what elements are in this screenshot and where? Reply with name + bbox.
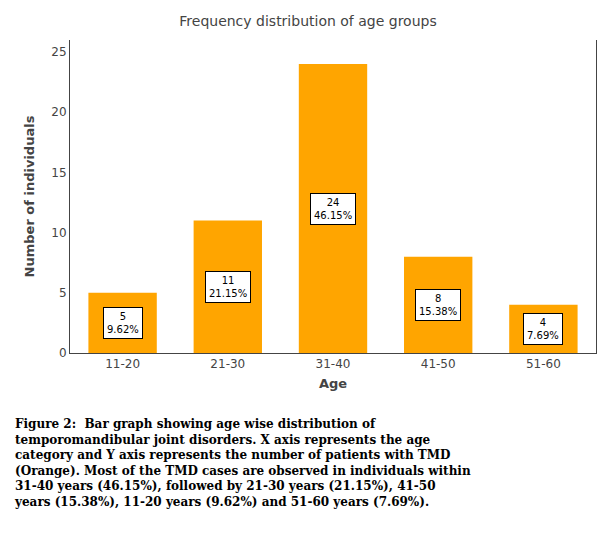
svg-text:1121.15%: 1121.15% — [209, 275, 247, 299]
svg-text:25: 25 — [51, 45, 66, 59]
svg-text:59.62%: 59.62% — [107, 311, 139, 335]
svg-text:31-40: 31-40 — [316, 357, 351, 371]
svg-text:47.69%: 47.69% — [527, 317, 559, 341]
svg-text:Number of individuals: Number of individuals — [22, 115, 37, 277]
svg-text:Age: Age — [319, 376, 347, 391]
svg-text:15: 15 — [51, 166, 66, 180]
svg-text:41-50: 41-50 — [421, 357, 456, 371]
svg-text:Figure 2: Bar graph showing a: Figure 2: Bar graph showing age wise dis… — [14, 417, 471, 509]
svg-text:815.38%: 815.38% — [419, 293, 457, 317]
svg-text:5: 5 — [59, 286, 67, 300]
svg-text:2446.15%: 2446.15% — [314, 197, 352, 221]
svg-text:10: 10 — [51, 226, 66, 240]
svg-text:21-30: 21-30 — [210, 357, 245, 371]
svg-text:11-20: 11-20 — [105, 357, 140, 371]
svg-text:Frequency distribution of age: Frequency distribution of age groups — [179, 13, 436, 29]
svg-text:51-60: 51-60 — [526, 357, 561, 371]
svg-text:20: 20 — [51, 105, 66, 119]
svg-text:0: 0 — [59, 346, 67, 360]
